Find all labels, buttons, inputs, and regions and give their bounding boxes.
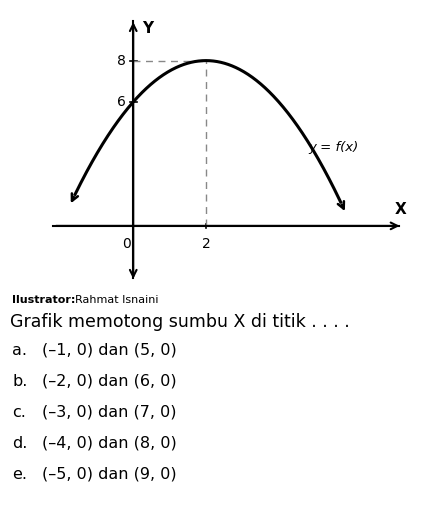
Text: X: X — [395, 201, 407, 217]
Text: 6: 6 — [117, 95, 126, 109]
Text: Rahmat Isnaini: Rahmat Isnaini — [75, 295, 159, 305]
Text: 0: 0 — [122, 237, 131, 251]
Text: b.: b. — [12, 374, 27, 389]
Text: d.: d. — [12, 436, 27, 451]
Text: 2: 2 — [202, 237, 210, 251]
Text: a.: a. — [12, 343, 27, 358]
Text: (–5, 0) dan (9, 0): (–5, 0) dan (9, 0) — [42, 467, 177, 482]
Text: (–1, 0) dan (5, 0): (–1, 0) dan (5, 0) — [42, 343, 177, 358]
Text: Grafik memotong sumbu X di titik . . . .: Grafik memotong sumbu X di titik . . . . — [10, 313, 350, 331]
Text: 8: 8 — [117, 54, 126, 68]
Text: c.: c. — [12, 405, 26, 420]
Text: e.: e. — [12, 467, 27, 482]
Text: Ilustrator:: Ilustrator: — [12, 295, 75, 305]
Text: Y: Y — [142, 21, 154, 36]
Text: (–4, 0) dan (8, 0): (–4, 0) dan (8, 0) — [42, 436, 177, 451]
Text: (–2, 0) dan (6, 0): (–2, 0) dan (6, 0) — [42, 374, 177, 389]
Text: y = f(x): y = f(x) — [308, 141, 358, 154]
Text: (–3, 0) dan (7, 0): (–3, 0) dan (7, 0) — [42, 405, 176, 420]
